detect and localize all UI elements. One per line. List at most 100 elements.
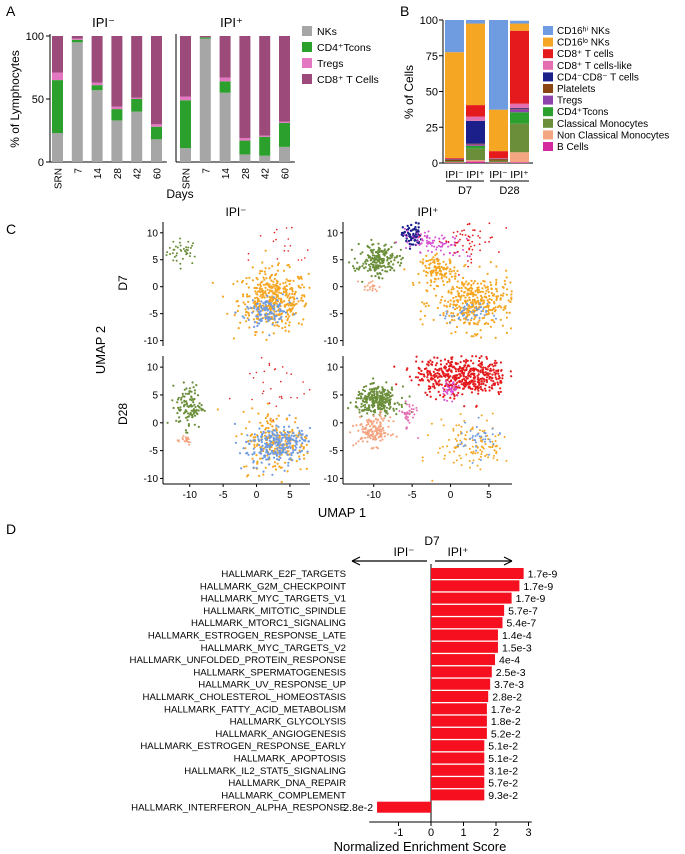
umap-point [483,295,486,298]
umap-point [379,398,382,401]
umap-point [464,380,467,383]
umap-point [380,402,383,405]
c-ytick-label: 0 [152,418,158,429]
umap-point [448,280,451,283]
umap-point [442,253,445,256]
umap-point [493,302,496,305]
umap-point [452,287,455,290]
b-legend-label: Non Classical Monocytes [557,130,669,141]
umap-point [468,296,471,299]
umap-point [260,441,263,444]
umap-point [373,430,376,433]
umap-point [430,251,433,253]
umap-point [264,249,267,252]
umap-point [450,291,453,295]
umap-point [460,290,463,293]
umap-point [479,230,482,233]
umap-point [420,242,423,245]
umap-point [258,444,261,447]
umap-point [462,322,466,325]
umap-point [464,434,467,437]
umap-point [461,302,464,305]
umap-point [423,231,426,234]
umap-point [253,446,256,449]
umap-point [287,294,290,297]
umap-cluster [234,293,299,337]
umap-point [476,296,479,299]
umap-point [431,479,434,482]
a-xtick-label: 28 [241,168,252,180]
umap-point [280,292,283,295]
umap-point [441,280,445,283]
a-legend-swatch [302,58,312,68]
umap-point [495,288,498,291]
umap-point [276,269,279,272]
umap-point [466,302,468,305]
umap-point [266,313,269,316]
umap-point [479,369,482,372]
umap-point [285,436,288,439]
umap-point [188,390,191,393]
b-bar-segment [489,159,508,161]
umap-point [468,460,471,462]
umap-point [464,364,467,367]
umap-point [265,320,268,323]
umap-point [382,429,385,432]
umap-point [369,420,372,423]
umap-point [421,323,424,326]
umap-point [485,355,488,359]
umap-point [449,303,452,306]
umap-point [437,285,440,288]
umap-point [379,261,382,265]
umap-point [497,434,500,437]
umap-point [471,287,474,290]
umap-point [381,400,384,403]
umap-point [253,300,257,303]
umap-point [268,291,271,294]
a-bar-segment [91,90,103,162]
umap-point [378,390,381,393]
umap-point [436,246,438,249]
umap-point [417,226,420,229]
umap-point [424,264,427,267]
b-xtick-label: IPI⁺ [510,169,529,181]
umap-point [246,293,249,296]
umap-point [377,276,380,279]
umap-point [367,420,370,423]
c-ytick-label: -5 [329,309,338,320]
umap-point [373,256,376,259]
umap-point [268,316,271,319]
umap-point [478,429,481,432]
umap-point [289,457,292,460]
b-legend-swatch [543,26,553,35]
umap-point [453,397,456,400]
umap-point [386,389,389,392]
umap-point [256,324,259,328]
umap-point [194,405,197,409]
umap-point [400,231,404,235]
b-bar-segment [510,107,529,109]
umap-point [176,252,178,255]
umap-point [442,387,444,389]
umap-point [256,290,259,293]
umap-point [299,275,303,278]
umap-point [447,300,450,303]
umap-point [370,275,373,278]
umap-point [490,298,493,301]
b-legend-label: CD16ʰⁱ NKs [557,26,610,37]
umap-point [463,229,465,232]
umap-point [268,463,271,466]
umap-point [276,282,279,285]
b-bar-segment [445,161,464,163]
umap-point [272,465,275,468]
umap-point [431,244,433,247]
umap-point [372,285,375,288]
umap-point [277,425,280,428]
umap-point [426,290,429,293]
umap-point [472,362,475,365]
umap-point [275,417,278,420]
d-xtick-label: 2 [493,827,499,839]
umap-point [429,279,432,282]
umap-point [379,407,382,410]
